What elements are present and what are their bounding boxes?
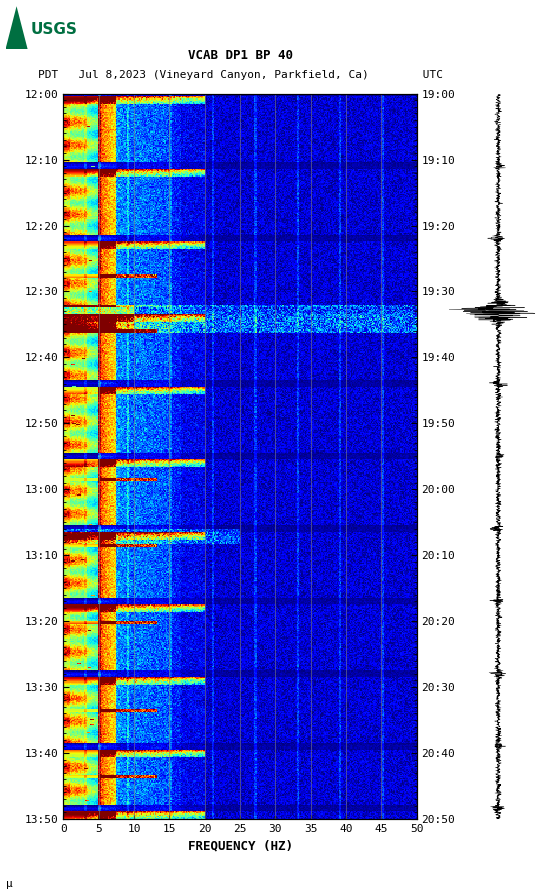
Text: μ: μ bbox=[6, 880, 12, 889]
Polygon shape bbox=[6, 6, 28, 49]
Text: USGS: USGS bbox=[30, 22, 77, 37]
X-axis label: FREQUENCY (HZ): FREQUENCY (HZ) bbox=[188, 839, 293, 852]
Text: PDT   Jul 8,2023 (Vineyard Canyon, Parkfield, Ca)        UTC: PDT Jul 8,2023 (Vineyard Canyon, Parkfie… bbox=[38, 70, 443, 80]
Text: VCAB DP1 BP 40: VCAB DP1 BP 40 bbox=[188, 49, 293, 62]
